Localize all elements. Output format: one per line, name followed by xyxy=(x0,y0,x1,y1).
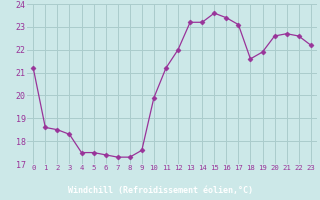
Text: Windchill (Refroidissement éolien,°C): Windchill (Refroidissement éolien,°C) xyxy=(68,186,252,196)
